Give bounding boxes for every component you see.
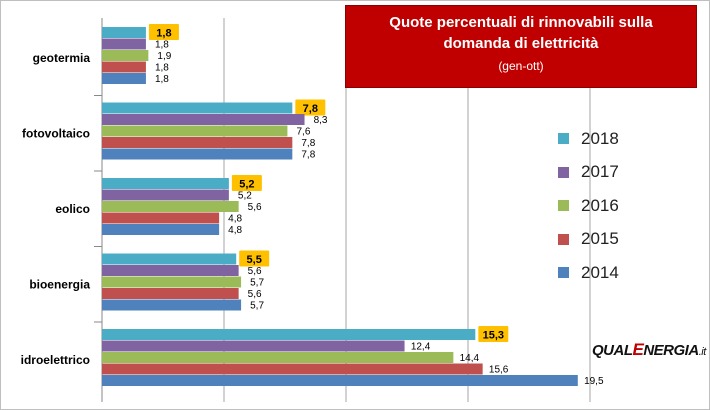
bar	[102, 265, 239, 276]
data-label: 14,4	[460, 353, 480, 364]
bar	[102, 375, 578, 386]
data-label: 15,6	[489, 365, 509, 376]
legend-swatch	[558, 133, 569, 145]
brand-part: QUAL	[592, 342, 633, 359]
chart-title-box: Quote percentuali di rinnovabili sulla d…	[345, 5, 697, 88]
legend-swatch	[558, 267, 569, 279]
bar	[102, 276, 242, 288]
chart-subtitle: (gen-ott)	[498, 59, 544, 73]
category-label: idroelettrico	[21, 353, 90, 367]
bar	[102, 299, 242, 311]
legend-item: 2017	[558, 156, 678, 190]
data-label: 5,6	[248, 202, 262, 213]
data-label-highlight	[295, 99, 326, 116]
bar	[102, 102, 293, 114]
data-label: 5,2	[238, 191, 252, 202]
bar	[102, 114, 305, 125]
legend-label: 2015	[581, 229, 619, 249]
data-label: 19,5	[584, 376, 604, 387]
chart-title: Quote percentuali di rinnovabili sulla d…	[389, 14, 653, 52]
brand-part: .it	[698, 346, 707, 358]
data-label: 1,8	[155, 63, 169, 74]
legend-label: 2018	[581, 128, 619, 148]
data-label: 1,8	[155, 74, 169, 85]
data-label: 1,8	[155, 40, 169, 51]
bar	[102, 137, 293, 148]
data-label: 5,6	[248, 289, 262, 300]
bar	[102, 340, 405, 352]
bar	[102, 363, 483, 375]
data-label: 4,8	[228, 225, 242, 236]
bar	[102, 125, 288, 137]
legend-item: 2014	[558, 256, 678, 290]
bar	[102, 178, 229, 189]
data-label: 1,8	[156, 28, 171, 40]
legend: 2018 2017 2016 2015 2014	[558, 122, 678, 290]
legend-swatch	[558, 233, 569, 245]
legend-swatch	[558, 166, 569, 178]
bar	[102, 148, 293, 160]
data-label: 7,8	[301, 138, 315, 149]
bar	[102, 27, 146, 38]
data-label: 5,7	[250, 278, 264, 289]
legend-label: 2017	[581, 162, 619, 182]
data-label: 4,8	[228, 214, 242, 225]
data-label-highlight	[231, 175, 262, 191]
category-label: geotermia	[33, 51, 91, 65]
category-label: eolico	[55, 202, 90, 216]
bar	[102, 189, 229, 201]
data-label-highlight	[478, 326, 509, 342]
bar	[102, 352, 454, 363]
data-label: 8,3	[314, 115, 328, 126]
bar	[102, 253, 237, 265]
data-label: 1,9	[157, 51, 171, 62]
bar	[102, 38, 146, 50]
data-label-highlight	[148, 24, 179, 40]
data-label: 5,7	[250, 301, 264, 312]
data-label: 7,8	[303, 103, 318, 115]
brand-part: E	[632, 340, 644, 359]
legend-item: 2016	[558, 189, 678, 223]
brand-logo: QUALENERGIA.it	[592, 340, 706, 360]
data-label: 15,3	[483, 330, 504, 342]
bar	[102, 212, 220, 224]
data-label: 12,4	[411, 342, 431, 353]
category-label: fotovoltaico	[22, 126, 90, 140]
brand-part: NERGIA	[643, 342, 699, 359]
bar	[102, 61, 146, 73]
legend-label: 2016	[581, 195, 619, 215]
data-label: 5,5	[247, 254, 262, 266]
bar	[102, 288, 239, 299]
data-label: 5,6	[248, 266, 262, 277]
data-label: 7,8	[301, 150, 315, 161]
data-label-highlight	[239, 250, 270, 267]
bar	[102, 329, 476, 340]
bar	[102, 73, 146, 84]
bar	[102, 201, 239, 212]
category-label: bioenergia	[29, 277, 90, 291]
legend-label: 2014	[581, 262, 619, 282]
legend-item: 2018	[558, 122, 678, 156]
legend-item: 2015	[558, 223, 678, 257]
bar	[102, 224, 220, 235]
bar	[102, 50, 149, 61]
legend-swatch	[558, 200, 569, 212]
data-label: 5,2	[239, 179, 254, 191]
data-label: 7,6	[296, 127, 310, 138]
